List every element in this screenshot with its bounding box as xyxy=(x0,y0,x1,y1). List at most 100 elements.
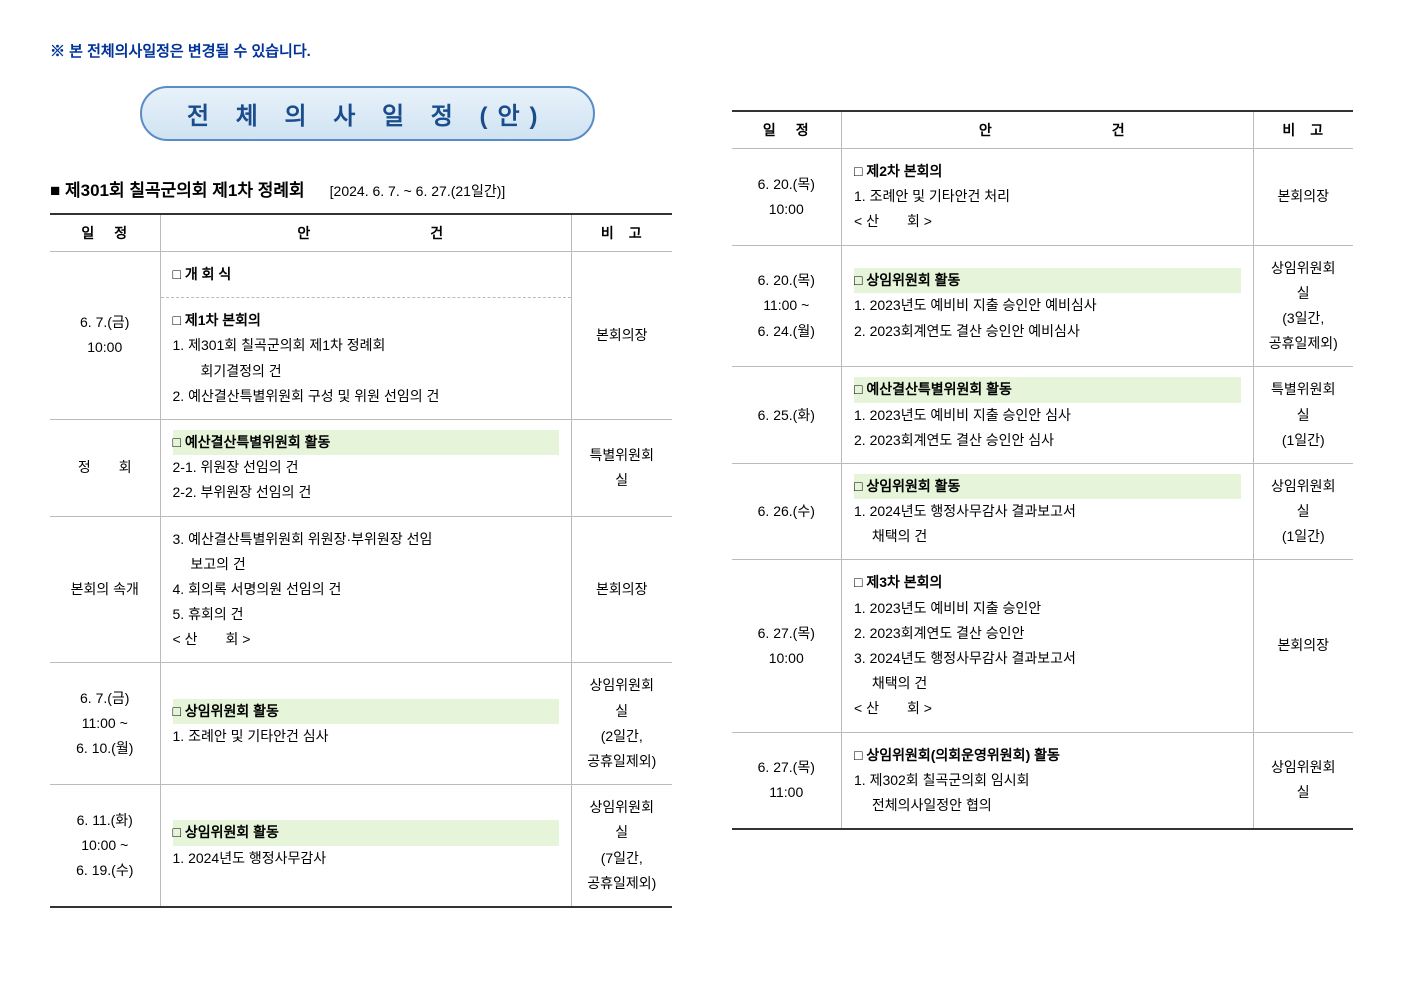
agenda-item: < 산 회 > xyxy=(854,696,1241,721)
note-cell: 본회의장 xyxy=(572,516,672,663)
agenda-cell: □ 개 회 식 □ 제1차 본회의1. 제301회 칠곡군의회 제1차 정례회 회… xyxy=(160,252,572,420)
agenda-item: 2. 2023회계연도 결산 승인안 심사 xyxy=(854,428,1241,453)
table-row: 6. 7.(금) 11:00 ~ 6. 10.(월)□ 상임위원회 활동1. 조… xyxy=(50,663,672,785)
notice-text: ※ 본 전체의사일정은 변경될 수 있습니다. xyxy=(50,40,672,61)
note-cell: 상임위원회실 (7일간, 공휴일제외) xyxy=(572,785,672,907)
col-agenda: 안건 xyxy=(160,214,572,252)
table-row: 6. 25.(화)□ 예산결산특별위원회 활동1. 2023년도 예비비 지출 … xyxy=(732,367,1354,464)
table-row: 6. 27.(목) 11:00□ 상임위원회(의회운영위원회) 활동1. 제30… xyxy=(732,732,1354,829)
agenda-item: 2-1. 위원장 선임의 건 xyxy=(173,455,560,480)
agenda-cell: □ 상임위원회 활동1. 조례안 및 기타안건 심사 xyxy=(160,663,572,785)
col-agenda: 안건 xyxy=(842,111,1254,149)
agenda-item: 3. 예산결산특별위원회 위원장·부위원장 선임 보고의 건 xyxy=(173,527,560,577)
agenda-item: 1. 2023년도 예비비 지출 승인안 심사 xyxy=(854,403,1241,428)
agenda-item: 2. 예산결산특별위원회 구성 및 위원 선임의 건 xyxy=(173,384,560,409)
agenda-block-title: □ 상임위원회(의회운영위원회) 활동 xyxy=(854,743,1241,768)
agenda-block-title: □ 제2차 본회의 xyxy=(854,159,1241,184)
note-cell: 본회의장 xyxy=(1253,149,1353,246)
session-header: ■ 제301회 칠곡군의회 제1차 정례회 [2024. 6. 7. ~ 6. … xyxy=(50,176,672,201)
agenda-block: □ 제1차 본회의1. 제301회 칠곡군의회 제1차 정례회 회기결정의 건2… xyxy=(161,298,572,419)
agenda-cell: □ 상임위원회 활동1. 2023년도 예비비 지출 승인안 예비심사2. 20… xyxy=(842,245,1254,367)
agenda-block: □ 상임위원회 활동1. 2024년도 행정사무감사 xyxy=(161,810,572,880)
agenda-block-title: □ 상임위원회 활동 xyxy=(854,474,1241,499)
schedule-cell: 6. 20.(목) 10:00 xyxy=(732,149,842,246)
agenda-item: < 산 회 > xyxy=(173,627,560,652)
session-title: ■ 제301회 칠곡군의회 제1차 정례회 xyxy=(50,176,305,201)
agenda-item: 2. 2023회계연도 결산 승인안 xyxy=(854,621,1241,646)
schedule-cell: 6. 7.(금) 10:00 xyxy=(50,252,160,420)
agenda-block-title: □ 상임위원회 활동 xyxy=(854,268,1241,293)
session-period: [2024. 6. 7. ~ 6. 27.(21일간)] xyxy=(330,181,506,201)
table-row: 6. 20.(목) 11:00 ~ 6. 24.(월)□ 상임위원회 활동1. … xyxy=(732,245,1354,367)
agenda-block: □ 상임위원회 활동1. 조례안 및 기타안건 심사 xyxy=(161,689,572,759)
note-cell: 상임위원회실 (2일간, 공휴일제외) xyxy=(572,663,672,785)
agenda-block-title: □ 상임위원회 활동 xyxy=(173,699,560,724)
table-row: 정 회□ 예산결산특별위원회 활동2-1. 위원장 선임의 건2-2. 부위원장… xyxy=(50,419,672,516)
agenda-item: 1. 조례안 및 기타안건 심사 xyxy=(173,724,560,749)
agenda-cell: □ 상임위원회 활동1. 2024년도 행정사무감사 결과보고서 채택의 건 xyxy=(842,463,1254,560)
agenda-block-title: □ 제1차 본회의 xyxy=(173,308,560,333)
schedule-cell: 본회의 속개 xyxy=(50,516,160,663)
agenda-item: 1. 제301회 칠곡군의회 제1차 정례회 회기결정의 건 xyxy=(173,333,560,383)
col-note: 비고 xyxy=(572,214,672,252)
note-cell: 상임위원회실 (1일간) xyxy=(1253,463,1353,560)
schedule-cell: 6. 11.(화) 10:00 ~ 6. 19.(수) xyxy=(50,785,160,907)
table-header-row: 일정 안건 비고 xyxy=(50,214,672,252)
agenda-cell: □ 예산결산특별위원회 활동2-1. 위원장 선임의 건2-2. 부위원장 선임… xyxy=(160,419,572,516)
agenda-item: 4. 회의록 서명의원 선임의 건 xyxy=(173,577,560,602)
schedule-table-right: 일정 안건 비고 6. 20.(목) 10:00□ 제2차 본회의1. 조례안 … xyxy=(732,110,1354,830)
agenda-block: □ 제2차 본회의1. 조례안 및 기타안건 처리< 산 회 > xyxy=(842,149,1253,245)
agenda-item: 1. 제302회 칠곡군의회 임시회 전체의사일정안 협의 xyxy=(854,768,1241,818)
agenda-cell: 3. 예산결산특별위원회 위원장·부위원장 선임 보고의 건4. 회의록 서명의… xyxy=(160,516,572,663)
agenda-item: 2. 2023회계연도 결산 승인안 예비심사 xyxy=(854,319,1241,344)
agenda-block-title: □ 제3차 본회의 xyxy=(854,570,1241,595)
col-schedule: 일정 xyxy=(50,214,160,252)
table-header-row: 일정 안건 비고 xyxy=(732,111,1354,149)
table-row: 6. 11.(화) 10:00 ~ 6. 19.(수)□ 상임위원회 활동1. … xyxy=(50,785,672,907)
note-cell: 특별위원회실 (1일간) xyxy=(1253,367,1353,464)
schedule-cell: 6. 7.(금) 11:00 ~ 6. 10.(월) xyxy=(50,663,160,785)
note-cell: 특별위원회실 xyxy=(572,419,672,516)
agenda-block: □ 상임위원회 활동1. 2024년도 행정사무감사 결과보고서 채택의 건 xyxy=(842,464,1253,560)
table-row: 본회의 속개3. 예산결산특별위원회 위원장·부위원장 선임 보고의 건4. 회… xyxy=(50,516,672,663)
agenda-block: □ 상임위원회 활동1. 2023년도 예비비 지출 승인안 예비심사2. 20… xyxy=(842,258,1253,354)
schedule-cell: 6. 20.(목) 11:00 ~ 6. 24.(월) xyxy=(732,245,842,367)
agenda-block: □ 상임위원회(의회운영위원회) 활동1. 제302회 칠곡군의회 임시회 전체… xyxy=(842,733,1253,829)
agenda-item: < 산 회 > xyxy=(854,209,1241,234)
agenda-item: 1. 2024년도 행정사무감사 결과보고서 채택의 건 xyxy=(854,499,1241,549)
agenda-block: □ 개 회 식 xyxy=(161,252,572,298)
agenda-block: □ 예산결산특별위원회 활동2-1. 위원장 선임의 건2-2. 부위원장 선임… xyxy=(161,420,572,516)
note-cell: 본회의장 xyxy=(572,252,672,420)
agenda-item: 1. 조례안 및 기타안건 처리 xyxy=(854,184,1241,209)
right-panel: 일정 안건 비고 6. 20.(목) 10:00□ 제2차 본회의1. 조례안 … xyxy=(732,40,1354,952)
col-schedule: 일정 xyxy=(732,111,842,149)
agenda-cell: □ 상임위원회 활동1. 2024년도 행정사무감사 xyxy=(160,785,572,907)
agenda-item: 1. 2024년도 행정사무감사 xyxy=(173,846,560,871)
table-row: 6. 26.(수)□ 상임위원회 활동1. 2024년도 행정사무감사 결과보고… xyxy=(732,463,1354,560)
table-row: 6. 20.(목) 10:00□ 제2차 본회의1. 조례안 및 기타안건 처리… xyxy=(732,149,1354,246)
agenda-cell: □ 제2차 본회의1. 조례안 및 기타안건 처리< 산 회 > xyxy=(842,149,1254,246)
agenda-block: □ 예산결산특별위원회 활동1. 2023년도 예비비 지출 승인안 심사2. … xyxy=(842,367,1253,463)
note-cell: 상임위원회실 xyxy=(1253,732,1353,829)
agenda-item: 3. 2024년도 행정사무감사 결과보고서 채택의 건 xyxy=(854,646,1241,696)
agenda-cell: □ 예산결산특별위원회 활동1. 2023년도 예비비 지출 승인안 심사2. … xyxy=(842,367,1254,464)
agenda-item: 2-2. 부위원장 선임의 건 xyxy=(173,480,560,505)
table-row: 6. 27.(목) 10:00□ 제3차 본회의1. 2023년도 예비비 지출… xyxy=(732,560,1354,732)
schedule-cell: 6. 26.(수) xyxy=(732,463,842,560)
agenda-item: 5. 휴회의 건 xyxy=(173,602,560,627)
col-note: 비고 xyxy=(1253,111,1353,149)
schedule-cell: 6. 27.(목) 11:00 xyxy=(732,732,842,829)
agenda-block-title: □ 예산결산특별위원회 활동 xyxy=(854,377,1241,402)
schedule-cell: 6. 27.(목) 10:00 xyxy=(732,560,842,732)
schedule-cell: 정 회 xyxy=(50,419,160,516)
agenda-cell: □ 제3차 본회의1. 2023년도 예비비 지출 승인안2. 2023회계연도… xyxy=(842,560,1254,732)
schedule-table-left: 일정 안건 비고 6. 7.(금) 10:00□ 개 회 식□ 제1차 본회의1… xyxy=(50,213,672,908)
agenda-item: 1. 2023년도 예비비 지출 승인안 예비심사 xyxy=(854,293,1241,318)
table-row: 6. 7.(금) 10:00 □ 개 회 식 □ 제1차 본회의1. 제301회 칠… xyxy=(50,252,672,420)
agenda-block-title: □ 상임위원회 활동 xyxy=(173,820,560,845)
agenda-item: 1. 2023년도 예비비 지출 승인안 xyxy=(854,596,1241,621)
note-cell: 본회의장 xyxy=(1253,560,1353,732)
schedule-cell: 6. 25.(화) xyxy=(732,367,842,464)
agenda-block: □ 제3차 본회의1. 2023년도 예비비 지출 승인안2. 2023회계연도… xyxy=(842,560,1253,731)
agenda-block-title: □ 개 회 식 xyxy=(173,262,560,287)
